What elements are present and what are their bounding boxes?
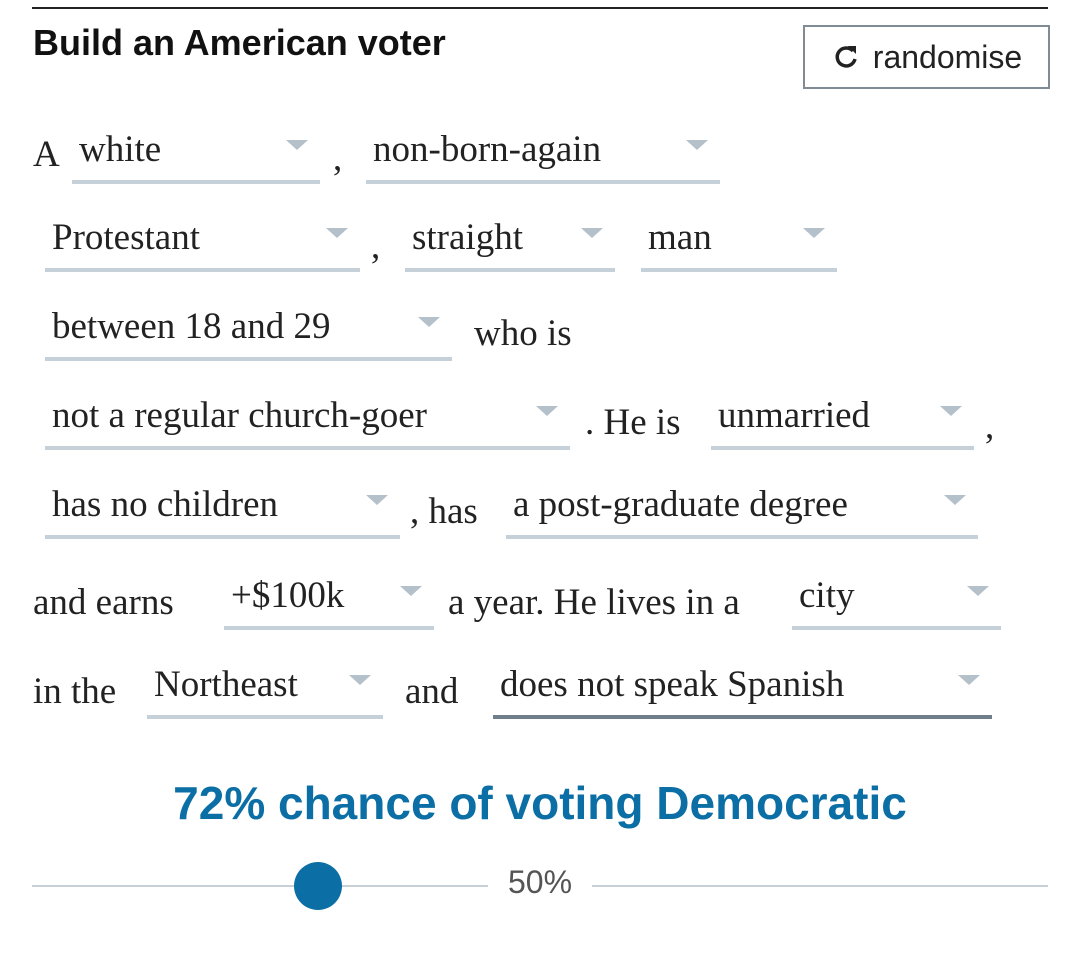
randomise-button[interactable]: randomise [803, 25, 1050, 89]
dropdown-value: has no children [52, 484, 279, 525]
text: A [33, 134, 60, 175]
dropdown-value: unmarried [718, 395, 871, 436]
text: , has [410, 491, 478, 532]
dropdown[interactable]: a post-graduate degree [506, 475, 978, 539]
text: and [405, 671, 459, 712]
title: Build an American voter [33, 22, 446, 63]
dropdown-value: city [799, 575, 855, 616]
dropdown[interactable]: Protestant [45, 208, 360, 272]
dropdown[interactable]: non-born-again [366, 120, 720, 184]
button-label: randomise [872, 38, 1023, 75]
slider-handle [294, 862, 342, 910]
dropdown-value: does not speak Spanish [500, 664, 845, 705]
top-rule [32, 7, 1048, 9]
dropdown-value: Protestant [52, 217, 200, 258]
dropdown[interactable]: straight [405, 208, 615, 272]
dropdown[interactable]: white [72, 120, 320, 184]
text: , [985, 406, 995, 447]
dropdown-value: man [648, 217, 712, 258]
dropdown[interactable]: does not speak Spanish [493, 655, 992, 719]
text: . He is [585, 402, 681, 443]
dropdown-value: white [79, 129, 162, 170]
dropdown-value: a post-graduate degree [513, 484, 848, 525]
dropdown[interactable]: city [792, 566, 1001, 630]
dropdown[interactable]: man [641, 208, 837, 272]
dropdown[interactable]: unmarried [711, 386, 974, 450]
dropdown-value: between 18 and 29 [52, 306, 331, 347]
dropdown[interactable]: not a regular church-goer [45, 386, 570, 450]
dropdown[interactable]: has no children [45, 475, 400, 539]
dropdown-value: +$100k [231, 575, 345, 616]
text: who is [474, 313, 572, 354]
dropdown-value: non-born-again [373, 129, 602, 170]
refresh-icon [835, 46, 857, 68]
dropdown[interactable]: between 18 and 29 [45, 297, 452, 361]
text: a year. He lives in a [448, 582, 740, 623]
text: , [371, 226, 381, 267]
dropdown-value: not a regular church-goer [52, 395, 427, 436]
dropdown[interactable]: Northeast [147, 655, 383, 719]
text: in the [33, 671, 117, 712]
text: and earns [33, 582, 174, 623]
dropdown-value: Northeast [154, 664, 298, 705]
result: 72% chance of voting Democratic [173, 777, 907, 829]
midpoint-label: 50% [507, 864, 573, 900]
dropdown[interactable]: +$100k [224, 566, 434, 630]
text: , [333, 138, 343, 179]
dropdown-value: straight [412, 217, 523, 258]
